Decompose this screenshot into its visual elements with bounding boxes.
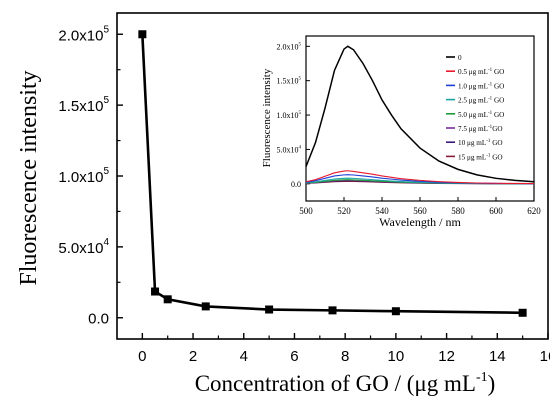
main-data-point [151, 287, 160, 296]
inset-y-tick-label: 5.0x104 [277, 145, 302, 154]
main-y-tick-label-text: 2.0x10 [58, 27, 103, 44]
main-data-point [201, 302, 210, 311]
inset-legend-label: 7.5 μg mL-1GO [458, 125, 503, 133]
inset-x-axis-label: Wavelength / nm [379, 215, 461, 229]
inset-x-tick-label: 500 [299, 206, 313, 216]
inset-legend-label-text: 1.0 μg mL [458, 82, 488, 90]
inset-legend-label: 10 μg mL-1 GO [458, 139, 503, 147]
inset-legend-label: 5.0 μg mL-1 GO [458, 111, 504, 119]
inset-legend-label-text: 7.5 μg mL [458, 125, 488, 133]
inset-x-tick-label: 600 [489, 206, 503, 216]
main-x-tick-label: 6 [290, 348, 298, 365]
main-y-tick-label: 0.0 [88, 311, 109, 328]
main-data-point [265, 305, 274, 314]
main-x-tick-label: 14 [489, 348, 506, 365]
main-data-point [518, 308, 527, 317]
inset-legend-label-unit: GO [492, 68, 504, 76]
inset-legend-label-text: 2.5 μg mL [458, 97, 488, 105]
inset-chart: 500 520 540 560 580 600 6200.05.0x1041.0x1051.… [261, 35, 542, 229]
inset-legend-label-sup: -1 [488, 97, 493, 102]
main-data-point [391, 307, 400, 316]
inset-x-tick-label: 580 [451, 206, 465, 216]
inset-y-tick-label-text: 5.0x10 [277, 145, 299, 154]
main-y-tick-label-text: 1.0x10 [58, 169, 103, 186]
inset-legend-label-sup: -1 [488, 82, 493, 87]
inset-x-tick-label: 620 [527, 206, 541, 216]
inset-x-tick-label: 520 [337, 206, 351, 216]
inset-legend-label-sup: -1 [488, 68, 493, 73]
main-x-tick-label: 2 [189, 348, 197, 365]
main-y-tick-label: 5.0x104 [58, 237, 109, 257]
inset-legend-label-unit: GO [492, 125, 502, 133]
inset-y-tick-label: 2.0x105 [277, 42, 302, 51]
inset-series-line [305, 170, 535, 185]
inset-legend-label-unit: GO [490, 139, 502, 147]
main-data-layer [138, 30, 527, 317]
main-y-tick-label-exp: 4 [103, 237, 109, 248]
inset-legend-label-unit: GO [490, 153, 502, 161]
main-y-tick-label: 1.5x105 [58, 95, 109, 115]
inset-legend-label-text: 10 μg mL [458, 139, 486, 147]
inset-legend-label-sup: -1 [486, 153, 491, 158]
main-x-axis-label-sup: -1 [476, 370, 488, 385]
main-x-axis-label-text: Concentration of GO / (μg mL [195, 371, 476, 396]
inset-legend-label-text: 15 μg mL [458, 153, 486, 161]
main-y-tick-label-text: 0.0 [88, 311, 109, 328]
main-y-tick-label-exp: 5 [103, 95, 109, 106]
main-x-axis-label-close: ) [488, 371, 496, 396]
main-y-tick-label-exp: 5 [103, 166, 109, 177]
inset-axis-ticks: 500 520 540 560 580 600 6200.05.0x1041.0x1051.… [277, 42, 542, 216]
inset-legend-label: 0.5 μg mL-1 GO [458, 68, 504, 76]
main-data-point [328, 306, 337, 315]
main-y-tick-label: 2.0x105 [58, 24, 109, 44]
main-y-tick-label-exp: 5 [103, 24, 109, 35]
main-axis-ticks: 02468101214160.05.0x1041.0x1051.5x1052.0… [58, 24, 550, 365]
main-x-tick-label: 8 [341, 348, 349, 365]
inset-y-tick-label: 1.0x105 [277, 111, 302, 120]
main-x-axis-label: Concentration of GO / (μg mL-1) [195, 370, 496, 396]
inset-legend-label-unit: GO [492, 97, 504, 105]
inset-legend-label-sup: -1 [488, 125, 493, 130]
main-y-tick-label-text: 5.0x10 [58, 240, 103, 257]
inset-y-tick-label-text: 0.0 [291, 180, 301, 189]
main-data-point [163, 295, 172, 304]
inset-plot-frame [305, 35, 535, 202]
inset-y-tick-label-exp: 5 [299, 77, 302, 82]
inset-y-tick-label: 1.5x105 [277, 77, 302, 86]
inset-legend: 00.5 μg mL-1 GO1.0 μg mL-1 GO2.5 μg mL-1… [446, 54, 504, 161]
inset-y-tick-label-text: 2.0x10 [277, 42, 299, 51]
inset-y-axis-label: Fluorescence intensity [261, 68, 273, 167]
inset-legend-label-unit: GO [492, 111, 504, 119]
inset-legend-label-text: 0.5 μg mL [458, 68, 488, 76]
inset-y-tick-label-exp: 5 [299, 42, 302, 47]
inset-legend-label-text: 5.0 μg mL [458, 111, 488, 119]
main-x-tick-label: 16 [540, 348, 550, 365]
inset-x-tick-label: 540 [375, 206, 389, 216]
inset-legend-label: 0 [458, 54, 462, 62]
inset-legend-label-sup: -1 [486, 139, 491, 144]
inset-x-tick-label: 560 [413, 206, 427, 216]
inset-legend-label-unit: GO [492, 82, 504, 90]
inset-y-tick-label-exp: 4 [299, 145, 302, 150]
inset-legend-label: 15 μg mL-1 GO [458, 153, 503, 161]
main-y-axis-label: Fluorescence intensity [16, 70, 42, 285]
inset-y-tick-label-exp: 5 [299, 111, 302, 116]
main-x-tick-label: 12 [438, 348, 455, 365]
inset-y-tick-label: 0.0 [291, 180, 301, 189]
main-x-tick-label: 0 [138, 348, 146, 365]
main-x-tick-label: 4 [240, 348, 248, 365]
main-y-tick-label: 1.0x105 [58, 166, 109, 186]
inset-y-tick-label-text: 1.0x10 [277, 111, 299, 120]
inset-y-tick-label-text: 1.5x10 [277, 77, 299, 86]
inset-legend-label: 2.5 μg mL-1 GO [458, 97, 504, 105]
inset-series-line [305, 45, 535, 183]
main-x-tick-label: 10 [388, 348, 405, 365]
main-data-point [138, 30, 147, 39]
main-y-tick-label-text: 1.5x10 [58, 98, 103, 115]
inset-legend-label-sup: -1 [488, 111, 493, 116]
inset-legend-label: 1.0 μg mL-1 GO [458, 82, 504, 90]
main-chart: 02468101214160.05.0x1041.0x1051.5x1052.0… [16, 12, 550, 396]
inset-data-layer [305, 45, 535, 185]
